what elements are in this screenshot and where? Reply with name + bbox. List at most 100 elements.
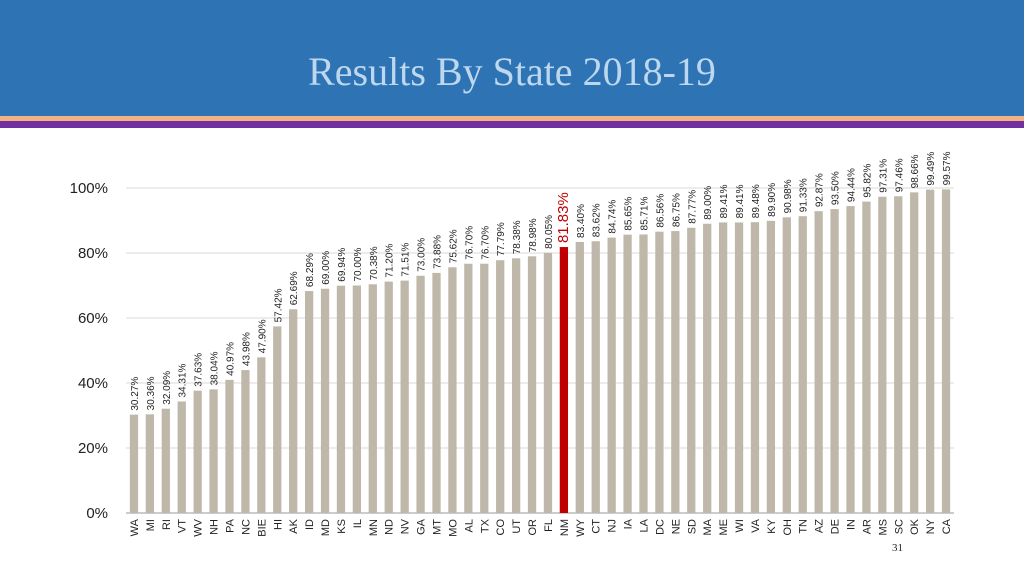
data-label: 89.41% <box>735 184 746 218</box>
data-label: 76.70% <box>480 226 491 260</box>
data-label: 71.20% <box>385 244 396 278</box>
data-label: 83.40% <box>576 204 587 238</box>
bar <box>591 241 600 514</box>
category-label: UT <box>511 519 523 534</box>
bar <box>814 211 823 514</box>
data-label: 89.00% <box>703 186 714 220</box>
bar <box>575 241 584 513</box>
data-label: 94.44% <box>847 168 858 202</box>
category-label: MI <box>145 519 157 531</box>
bar <box>336 285 346 513</box>
bar <box>304 291 314 513</box>
data-label: 32.09% <box>162 371 173 405</box>
bar <box>129 414 139 513</box>
data-label: 71.51% <box>401 243 412 277</box>
category-label: NC <box>240 519 252 535</box>
category-label: TN <box>798 519 810 534</box>
category-label: MD <box>320 519 332 536</box>
category-label: DE <box>830 519 842 534</box>
bar <box>289 309 298 513</box>
y-tick-label: 40% <box>78 375 108 392</box>
bar <box>448 267 457 513</box>
data-label: 37.63% <box>194 353 205 387</box>
category-label: IN <box>846 519 858 530</box>
bar <box>225 379 234 513</box>
category-label: SD <box>686 519 698 534</box>
bar <box>703 223 712 513</box>
y-tick-label: 20% <box>78 440 108 457</box>
data-label: 69.00% <box>321 251 332 285</box>
category-label: VT <box>177 519 189 533</box>
data-label: 78.98% <box>528 218 539 252</box>
bar <box>480 263 489 513</box>
category-label: ID <box>304 519 316 530</box>
category-label: WY <box>575 518 587 536</box>
y-tick-label: 80% <box>78 245 108 262</box>
bar <box>798 216 807 513</box>
slide-title: Results By State 2018-19 <box>308 49 716 94</box>
category-label: FL <box>543 519 555 532</box>
data-label: 99.57% <box>942 151 953 185</box>
category-label: CT <box>591 519 603 534</box>
bar <box>161 408 170 513</box>
category-label: WI <box>734 519 746 532</box>
bar <box>894 196 903 513</box>
category-label: NY <box>925 518 937 534</box>
bar-chart: 0% 20% 40% 60% 80% 100% 30.27% WA 30.36% MI 32.09%… <box>70 151 954 537</box>
bar <box>941 189 951 513</box>
data-label: 34.31% <box>178 363 189 397</box>
bar <box>177 401 186 513</box>
bar <box>368 284 377 513</box>
data-label: 75.62% <box>448 229 459 263</box>
data-label: 93.50% <box>831 171 842 205</box>
data-label: 85.65% <box>624 197 635 231</box>
bar <box>209 389 218 513</box>
category-label: DC <box>654 519 666 535</box>
data-label: 85.71% <box>640 196 651 230</box>
category-label: AL <box>463 519 475 532</box>
data-label: 78.38% <box>512 220 523 254</box>
bar <box>750 222 760 513</box>
bar <box>400 280 409 513</box>
category-label: NV <box>400 518 412 534</box>
bar <box>527 256 537 513</box>
data-label: 30.36% <box>146 376 157 410</box>
bar <box>273 326 282 513</box>
category-label: NM <box>559 519 571 536</box>
data-label: 91.33% <box>799 178 810 212</box>
category-label: PA <box>225 518 237 533</box>
category-label: KS <box>336 519 348 534</box>
category-label: IL <box>352 519 364 528</box>
data-label: 83.62% <box>592 203 603 237</box>
y-tick-label: 100% <box>70 180 108 197</box>
bar <box>241 370 250 513</box>
category-label: ND <box>384 519 396 535</box>
data-label: 76.70% <box>464 226 475 260</box>
category-label: VA <box>750 518 762 533</box>
data-label: 69.94% <box>337 248 348 282</box>
bar <box>623 234 632 513</box>
data-label: 62.69% <box>289 271 300 305</box>
purple-stripe <box>0 121 1024 128</box>
bar <box>846 206 855 513</box>
data-label: 97.31% <box>878 159 889 193</box>
category-label: CA <box>941 518 953 534</box>
bar <box>639 234 648 513</box>
bar <box>257 357 266 513</box>
data-label: 30.27% <box>130 377 141 411</box>
bar <box>766 220 776 513</box>
data-label: 98.66% <box>910 154 921 188</box>
bar <box>559 247 569 513</box>
category-label: LA <box>639 518 651 532</box>
data-label: 73.88% <box>433 235 444 269</box>
data-label: 89.48% <box>751 184 762 218</box>
data-label: 89.41% <box>719 184 730 218</box>
category-label: OR <box>527 519 539 536</box>
category-label: OK <box>909 518 921 535</box>
bar <box>432 272 441 513</box>
bar <box>607 237 616 513</box>
bar <box>734 222 744 513</box>
bar <box>782 217 791 513</box>
bar <box>193 390 202 513</box>
bar <box>496 260 505 513</box>
